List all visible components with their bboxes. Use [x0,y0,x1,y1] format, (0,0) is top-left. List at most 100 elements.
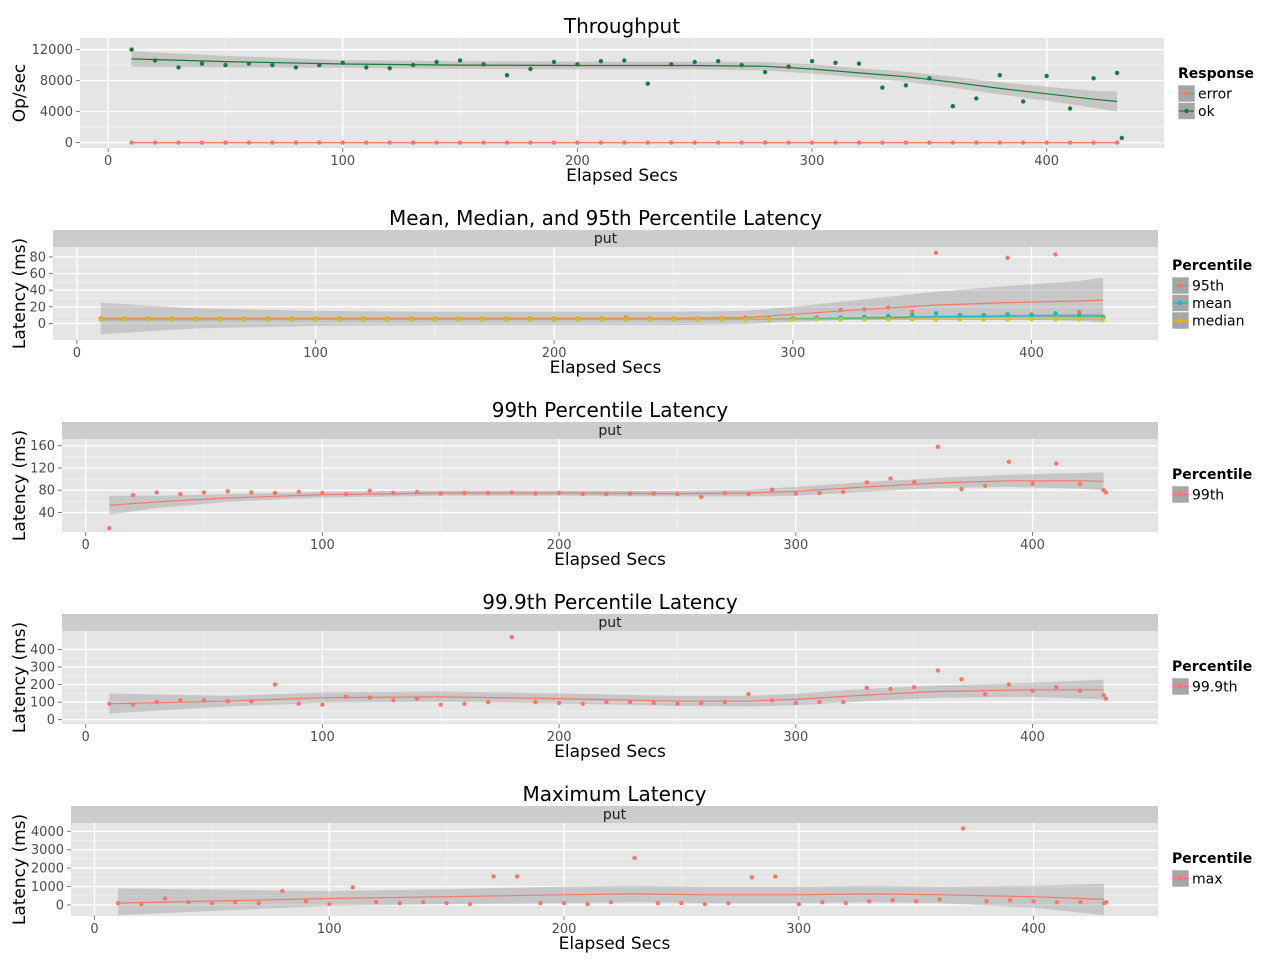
data-point-error [1044,140,1049,145]
data-point-99.9th [959,677,964,682]
y-tick-label: 0 [65,136,73,151]
data-point-ok [833,60,838,65]
confidence-ribbon-max [118,883,1104,916]
data-point-95th [1005,255,1010,260]
data-point-99.9th [983,692,988,697]
data-point-error [340,140,345,145]
legend-key-point-mean [1178,300,1183,306]
legend-title: Percentile [1172,851,1252,867]
data-point-median [361,317,366,322]
smooth-line-ok [131,58,1118,103]
data-point-error [903,140,909,145]
data-point-max [679,900,684,906]
y-tick-label: 0 [38,317,46,332]
legend-label-error: error [1198,87,1232,103]
minor-gridlines [71,823,1158,916]
data-point-99th [1103,490,1109,495]
data-point-median [432,317,438,322]
data-point-99.9th [556,700,562,706]
data-point-99.9th [1103,696,1109,701]
x-tick-label: 400 [1020,730,1045,745]
plot-area [115,826,1109,916]
y-tick-label: 0 [47,713,55,728]
data-point-max [303,899,308,904]
data-point-ok [856,61,862,66]
data-point-median [575,317,581,322]
y-tick-label: 2000 [31,862,64,877]
data-point-ok [762,69,768,75]
data-point-99th [414,489,420,495]
data-point-median [408,317,414,322]
chart-title: Throughput [563,14,680,38]
chart-title: Maximum Latency [523,782,707,806]
data-point-ok [129,47,134,52]
data-point-99.9th [1030,688,1035,693]
data-point-99.9th [604,699,609,705]
data-point-99.9th [225,699,230,704]
data-point-median [957,317,963,322]
data-point-99th [154,490,159,495]
legend-key-point-99th [1178,492,1183,497]
data-point-99.9th [533,699,538,705]
data-point-ok [622,58,627,63]
data-point-99.9th [793,700,798,706]
data-point-error [622,140,627,145]
data-point-99.9th [935,668,941,673]
data-point-max [444,900,449,906]
data-point-99.9th [770,698,775,703]
series-99th [107,444,1109,531]
data-point-ok [364,65,369,70]
data-point-99th [983,483,988,488]
facet-strip [53,230,1158,247]
data-point-max [1054,900,1060,905]
data-point-max [820,900,825,905]
data-point-99.9th [627,699,633,705]
data-point-99th [841,489,846,495]
data-point-99.9th [912,685,917,690]
legend: Percentile 99.9th [1171,659,1252,696]
data-point-error [246,140,252,145]
data-point-99th [935,444,941,449]
x-tick-label: 300 [780,346,805,361]
data-point-ok [551,59,557,65]
data-point-ok [927,76,932,81]
y-tick-label: 3000 [31,843,64,858]
data-point-99th [107,525,112,531]
data-point-ok [1044,73,1049,79]
data-point-ok [504,73,510,78]
data-point-ok [1119,135,1125,141]
data-point-ok [457,58,463,63]
data-point-error [1021,140,1026,145]
data-point-99th [485,490,491,496]
data-point-ok [645,81,650,86]
y-tick-label: 0 [56,898,64,913]
chart-title: 99th Percentile Latency [492,398,729,422]
data-point-median [719,317,724,322]
data-point-error [176,140,181,145]
x-tick-label: 300 [783,730,808,745]
data-point-max [655,900,661,906]
data-point-median [456,317,461,322]
x-tick-label: 0 [73,346,81,361]
legend-key-point-ok [1184,108,1189,114]
data-point-99th [722,490,727,496]
y-tick-label: 20 [29,300,46,315]
x-tick-label: 0 [82,538,90,553]
data-point-99th [604,491,609,497]
data-point-ok [669,62,674,67]
data-point-median [241,317,247,322]
data-point-max [702,901,708,907]
legend-label-99.9th: 99.9th [1192,680,1238,696]
y-tick-label: 120 [30,461,55,476]
data-point-ok [950,104,955,109]
data-point-error [434,140,439,145]
data-point-median [671,317,676,322]
major-gridlines [62,631,1158,724]
data-point-99th [343,491,349,497]
data-point-max [233,900,238,905]
y-axis-title: Latency (ms) [10,622,30,733]
